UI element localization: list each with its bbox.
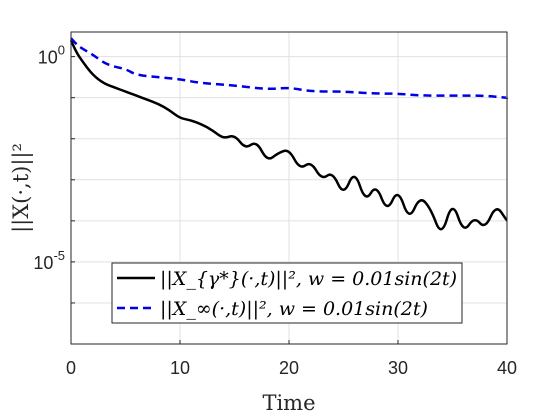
y-tick-label: 100 xyxy=(38,43,65,68)
y-tick-base: 10 xyxy=(38,48,58,68)
legend-entry-1: ||X_{γ*}(·,t)||², w = 0.01sin(2t) xyxy=(160,268,457,290)
series-line-2 xyxy=(70,37,509,99)
y-axis-title: ||X(·,t)||² xyxy=(9,143,34,233)
x-tick-label: 40 xyxy=(497,358,517,378)
legend-entry-2: ||X_∞(·,t)||², w = 0.01sin(2t) xyxy=(160,298,428,320)
y-tick-exponent: -5 xyxy=(53,248,65,263)
y-tick-label: 10-5 xyxy=(33,248,65,273)
grid xyxy=(70,32,508,345)
x-axis-title: Time xyxy=(262,391,315,415)
y-tick-base: 10 xyxy=(33,253,53,273)
legend-box xyxy=(111,262,463,324)
x-tick-label: 0 xyxy=(66,358,76,378)
y-tick-exponent: 0 xyxy=(58,43,65,58)
legend: ||X_{γ*}(·,t)||², w = 0.01sin(2t) ||X_∞(… xyxy=(111,262,463,324)
series-line-1 xyxy=(69,39,509,231)
series-layer xyxy=(69,37,509,231)
x-tick-label: 30 xyxy=(388,358,408,378)
x-tick-label: 10 xyxy=(170,358,190,378)
x-tick-label: 20 xyxy=(279,358,299,378)
